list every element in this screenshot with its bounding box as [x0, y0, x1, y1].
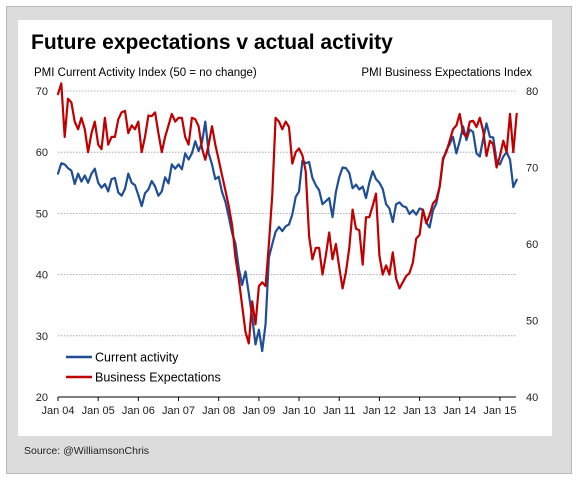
x-tick-label: Jan 08	[202, 405, 235, 417]
y-right-tick-label: 60	[526, 239, 538, 251]
legend-label: Current activity	[95, 351, 179, 365]
x-tick-label: Jan 14	[443, 405, 476, 417]
y-left-tick-label: 20	[36, 392, 48, 404]
y-axis-right-label: PMI Business Expectations Index	[361, 67, 532, 79]
legend: Current activity Business Expectations	[66, 351, 221, 385]
y-right-tick-label: 40	[526, 392, 538, 404]
gridlines	[58, 90, 516, 398]
y-right-tick-label: 50	[526, 316, 538, 328]
y-axis-right-ticks: 40 50 60 70 80	[526, 86, 538, 404]
x-tick-label: Jan 07	[162, 405, 195, 417]
x-tick-label: Jan 05	[82, 405, 115, 417]
y-right-tick-label: 70	[526, 163, 538, 175]
y-left-tick-label: 70	[36, 86, 48, 98]
x-tick-label: Jan 12	[363, 405, 396, 417]
y-axis-left-ticks: 20 30 40 50 60 70	[36, 86, 48, 404]
x-tick-label: Jan 13	[403, 405, 436, 417]
series-line-current-activity	[56, 120, 518, 353]
y-left-tick-label: 30	[36, 331, 48, 343]
x-tick-label: Jan 15	[483, 405, 516, 417]
y-left-tick-label: 50	[36, 208, 48, 220]
x-tick-label: Jan 11	[323, 405, 355, 417]
y-left-tick-label: 60	[36, 147, 48, 159]
y-right-tick-label: 80	[526, 86, 538, 98]
y-axis-left-label: PMI Current Activity Index (50 = no chan…	[34, 67, 257, 79]
y-left-tick-label: 40	[36, 270, 48, 282]
x-tick-label: Jan 09	[242, 405, 275, 417]
x-tick-label: Jan 06	[122, 405, 155, 417]
series-lines	[56, 82, 518, 353]
x-tick-label: Jan 04	[41, 405, 74, 417]
series-line-business-expectations	[56, 82, 518, 345]
x-tick-label: Jan 10	[283, 405, 316, 417]
chart-title: Future expectations v actual activity	[31, 31, 393, 54]
legend-label: Business Expectations	[95, 371, 221, 385]
x-axis-ticks: Jan 04 Jan 05 Jan 06 Jan 07 Jan 08 Jan 09 Jan …	[41, 397, 516, 417]
source-note: Source: @WilliamsonChris	[24, 445, 150, 457]
